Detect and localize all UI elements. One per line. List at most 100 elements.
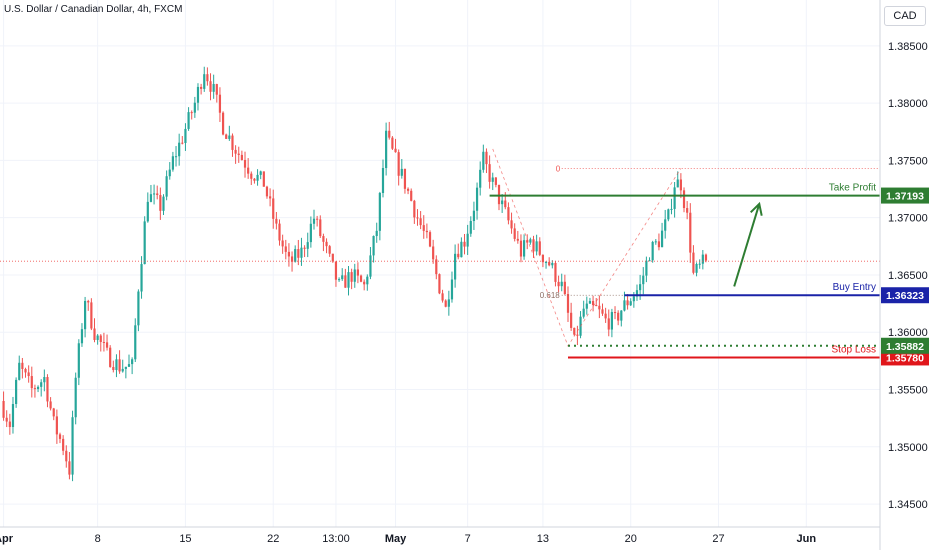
candle xyxy=(105,334,109,351)
candle xyxy=(187,107,190,131)
candle-body xyxy=(570,312,573,328)
candle xyxy=(629,298,632,306)
candle xyxy=(15,377,18,408)
candle xyxy=(654,239,657,245)
candle xyxy=(664,209,667,239)
candle-body xyxy=(488,164,491,182)
candle xyxy=(353,263,356,288)
candle xyxy=(410,188,413,202)
candle xyxy=(234,145,237,164)
candle-body xyxy=(24,368,27,373)
candle xyxy=(570,302,573,331)
candle-body xyxy=(454,253,457,280)
y-tick-label: 1.38000 xyxy=(888,98,928,110)
candle-body xyxy=(639,284,642,291)
y-tick-label: 1.36000 xyxy=(888,327,928,339)
candle xyxy=(620,310,623,327)
candle xyxy=(532,235,535,258)
y-tick-label: 1.35500 xyxy=(888,385,928,397)
candle-body xyxy=(206,74,209,82)
candle-body xyxy=(312,218,316,224)
candle-body xyxy=(475,187,479,211)
candle-body xyxy=(491,177,494,182)
candle xyxy=(68,451,71,480)
candle-body xyxy=(316,218,319,220)
candle-body xyxy=(704,254,708,261)
candle-body xyxy=(43,377,46,383)
candle-body xyxy=(18,362,21,380)
candle xyxy=(642,267,645,295)
candle-body xyxy=(566,294,570,313)
candle xyxy=(36,385,40,393)
candle-body xyxy=(178,142,181,157)
candle-body xyxy=(80,329,84,344)
candle xyxy=(416,209,419,226)
candle xyxy=(588,297,592,304)
candle xyxy=(529,237,532,245)
level-name: Stop Loss xyxy=(832,344,876,355)
candle-body xyxy=(679,179,682,191)
candle-body xyxy=(686,208,689,213)
candle xyxy=(134,318,137,363)
candle-body xyxy=(692,252,695,273)
candle-body xyxy=(544,261,548,263)
y-tick-label: 1.38500 xyxy=(888,41,928,53)
candle-body xyxy=(278,223,281,241)
candle xyxy=(604,307,607,323)
candle-body xyxy=(11,404,15,428)
candle-body xyxy=(281,240,284,247)
candle-body xyxy=(156,193,159,196)
candle xyxy=(610,308,613,338)
candle xyxy=(55,409,58,444)
price-tag-text: 1.35882 xyxy=(886,341,924,353)
candle-body xyxy=(682,190,686,209)
candle xyxy=(284,239,287,260)
candle xyxy=(184,123,187,151)
candle-body xyxy=(670,208,673,210)
candle xyxy=(303,245,306,258)
x-tick-label: 13 xyxy=(537,533,549,545)
candle xyxy=(11,396,15,434)
candle xyxy=(178,133,181,166)
candle-body xyxy=(441,293,444,301)
candle xyxy=(522,234,526,260)
candle-body xyxy=(309,223,312,243)
candle xyxy=(388,121,391,140)
candle xyxy=(403,168,407,194)
candle xyxy=(548,257,551,267)
candle-body xyxy=(212,84,215,92)
time-axis[interactable]: Apr 8 15 22 13:00 May 7 13 20 27 Jun xyxy=(0,533,816,545)
candle-body xyxy=(350,272,353,282)
candle-body xyxy=(472,210,476,222)
candle-body xyxy=(331,253,334,262)
candle xyxy=(485,148,488,174)
candle-body xyxy=(225,134,228,139)
level-name: Buy Entry xyxy=(833,282,876,293)
candle-body xyxy=(667,209,670,220)
candle-body xyxy=(262,171,265,187)
candle xyxy=(660,222,664,248)
candle-body xyxy=(363,281,366,285)
candle-body xyxy=(419,218,422,226)
currency-button[interactable]: CAD xyxy=(884,6,926,26)
candle xyxy=(319,215,322,239)
candle xyxy=(278,219,281,246)
candle-body xyxy=(516,238,519,241)
candle xyxy=(582,300,585,319)
candle-body xyxy=(551,262,554,266)
candle xyxy=(441,289,444,303)
candle-body xyxy=(328,246,331,254)
candle xyxy=(18,355,21,381)
candle-body xyxy=(632,296,635,302)
candle-body xyxy=(595,305,598,307)
price-axis[interactable]: 1.38500 1.38000 1.37500 1.37000 1.36500 1.360… xyxy=(888,41,928,511)
candle-body xyxy=(620,310,623,321)
candle xyxy=(52,407,55,421)
candle xyxy=(109,345,112,368)
candle-body xyxy=(394,148,397,153)
candle-body xyxy=(617,312,620,321)
candle xyxy=(682,187,686,213)
candle-body xyxy=(184,128,187,143)
